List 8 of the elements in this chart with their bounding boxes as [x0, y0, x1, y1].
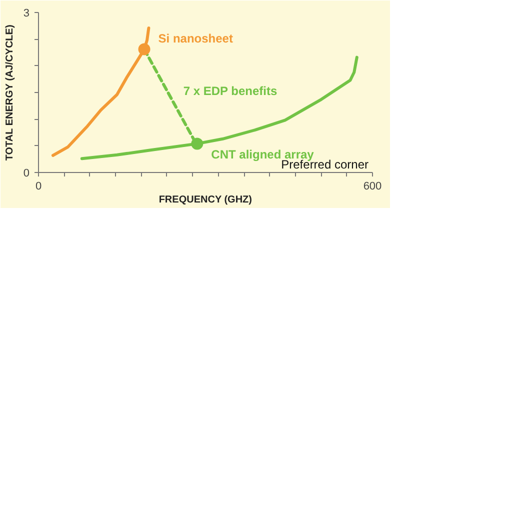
series-label: Si nanosheet: [158, 31, 233, 46]
x-axis-title: FREQUENCY (GHZ): [158, 194, 252, 206]
line-series: [51, 26, 150, 157]
line-series: [80, 56, 358, 160]
y-axis-title: TOTAL ENERGY (AJ/CYCLE): [4, 24, 16, 161]
y-tick-label: 3: [23, 8, 30, 20]
x-tick-label: 600: [363, 180, 382, 192]
series-label: 7 x EDP benefits: [183, 84, 278, 98]
